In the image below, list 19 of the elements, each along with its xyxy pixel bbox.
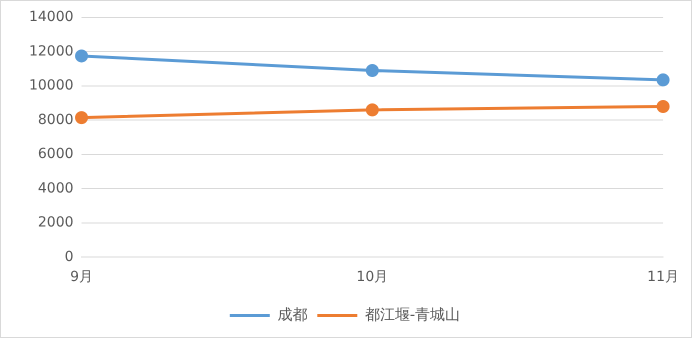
legend-label: 都江堰-青城山 (364, 305, 460, 324)
y-tick-label: 10000 (28, 78, 74, 94)
y-tick-label: 14000 (28, 9, 74, 26)
x-tick-label: 10月 (356, 269, 388, 286)
y-tick-label: 0 (64, 248, 74, 265)
point (656, 73, 670, 86)
point (656, 100, 670, 113)
y-tick-label: 2000 (38, 214, 74, 231)
point (366, 103, 379, 116)
x-tick-label: 11月 (647, 269, 680, 286)
point (366, 64, 379, 77)
y-tick-label: 8000 (38, 112, 74, 128)
point (75, 49, 88, 62)
y-tick-label: 6000 (38, 146, 74, 162)
legend-label: 成都 (277, 305, 308, 324)
y-tick-label: 12000 (28, 43, 74, 60)
y-tick-label: 4000 (38, 180, 74, 196)
point (75, 111, 88, 124)
x-tick-label: 9月 (70, 269, 93, 286)
